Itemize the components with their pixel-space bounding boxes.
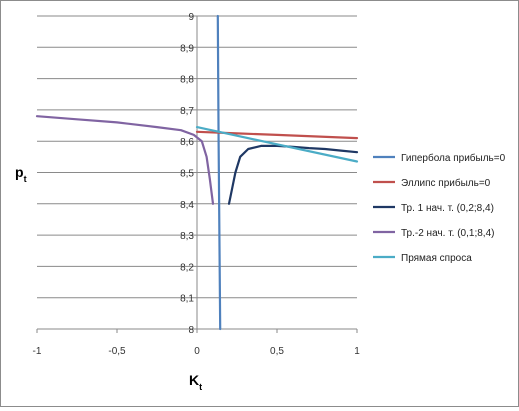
x-axis-title-sub: t [199, 382, 202, 392]
series-lines [35, 14, 359, 331]
y-tick-label-10: 9 [188, 12, 194, 23]
x-axis-title: Kt [189, 372, 202, 392]
legend-label-0: Гипербола прибыль=0 [401, 152, 506, 164]
axes [36, 16, 358, 333]
legend: Гипербола прибыль=0 Эллипс прибыль=0 Тр. 1… [373, 152, 506, 264]
y-tick-label-4: 8,4 [180, 200, 194, 211]
tick-labels: 8 8,1 8,2 8,3 8,4 8,5 8,6 8,7 8,8 8,9 9 -1 -0,5 0 0,5 1 [33, 12, 361, 357]
x-tick-label-3: 0,5 [270, 346, 284, 357]
y-tick-label-2: 8,2 [180, 262, 194, 273]
y-tick-label-3: 8,3 [180, 231, 194, 242]
series-line-0 [216, 14, 222, 331]
y-tick-label-6: 8,6 [180, 137, 194, 148]
legend-label-2: Тр. 1 нач. т. (0,2;8,4) [401, 203, 494, 214]
x-tick-label-4: 1 [354, 346, 360, 357]
y-tick-label-9: 8,9 [180, 43, 194, 54]
x-tick-label-0: -1 [33, 346, 42, 357]
series-line-4 [195, 125, 359, 163]
y-tick-label-7: 8,7 [180, 106, 194, 117]
x-tick-label-1: -0,5 [108, 346, 126, 357]
series-line-3 [35, 115, 215, 205]
y-axis-title-sub: t [24, 174, 27, 184]
x-tick-label-2: 0 [194, 346, 200, 357]
series-line-2 [227, 144, 359, 205]
y-axis-title: pt [15, 164, 27, 184]
legend-label-1: Эллипс прибыль=0 [401, 177, 491, 189]
y-tick-label-8: 8,8 [180, 75, 194, 86]
y-tick-label-1: 8,1 [180, 294, 194, 305]
x-axis-title-main: K [189, 372, 199, 388]
y-axis-title-main: p [15, 164, 24, 180]
legend-label-4: Прямая спроса [401, 253, 472, 264]
y-tick-label-5: 8,5 [180, 169, 194, 180]
legend-label-3: Тр.-2 нач. т. (0,1;8,4) [401, 228, 494, 239]
y-tick-label-0: 8 [188, 325, 194, 336]
